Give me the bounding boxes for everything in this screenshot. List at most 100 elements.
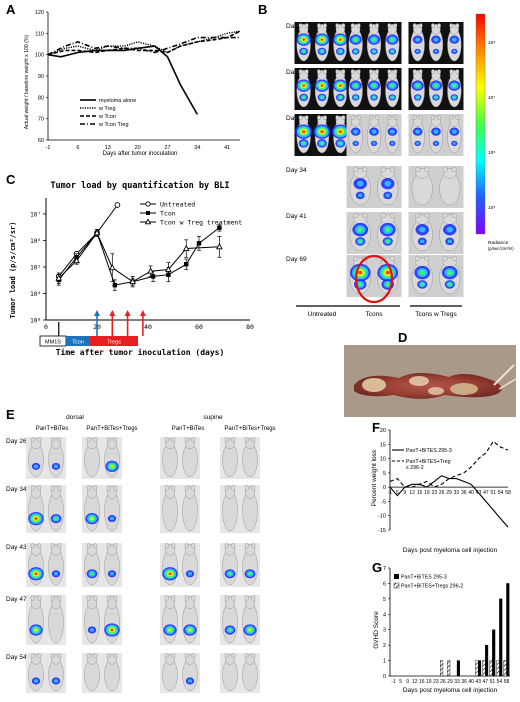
mouse-figure (104, 485, 120, 532)
bli-signal (355, 191, 365, 200)
panel-a-ytick-label: 70 (38, 117, 44, 123)
bli-signal (185, 677, 195, 685)
panel-a-xtick-label: 27 (164, 145, 170, 151)
panel-e-image-tile (102, 653, 122, 693)
panel-c-title: Tumor load by quantification by BLI (50, 180, 229, 191)
mouse-figure (242, 653, 258, 692)
panel-f-xtick-label: 47 (483, 490, 489, 496)
panel-f-ytick-label: 5 (383, 471, 386, 477)
panel-a-legend-label: w Tcon (98, 114, 116, 120)
panel-b-image-tile (346, 166, 402, 208)
mouse-figure (182, 543, 198, 586)
panel-e-image-tile (26, 594, 46, 645)
panel-b-colorbar-tick: 10⁵ (488, 205, 495, 211)
mouse-figure (385, 115, 400, 154)
panel-e-image-tile (46, 485, 66, 533)
panel-c-point (73, 256, 80, 264)
panel-c-point (165, 265, 172, 272)
panel-e-image-tile (26, 543, 46, 587)
panel-e-group-label: PanT+BiTes (36, 426, 69, 432)
bli-signal (449, 35, 460, 44)
panel-g-legend-swatch (393, 582, 400, 589)
panel-b-image-tile (346, 22, 402, 64)
panel-f-ylabel: Percent weight loss (371, 449, 378, 506)
bli-signal (386, 34, 399, 45)
mouse-figure (162, 653, 178, 692)
bli-signal (414, 48, 421, 55)
panel-b-image-tile (408, 22, 464, 64)
mouse-figure (84, 437, 100, 478)
mouse-figure (410, 115, 425, 154)
panel-e-view-label: dorsal (66, 414, 84, 421)
panel-b-image-tile (408, 68, 464, 110)
mouse-figure (366, 115, 382, 154)
panel-g-ytick-label: 0 (383, 674, 386, 680)
panel-c-series-line (58, 227, 220, 286)
bli-signal (298, 139, 309, 148)
panel-a-weight-chart: 60 70 80 90 100 110 120 -1 6 13 20 27 34 41 myeloma al… (24, 10, 241, 157)
panel-g-bar (478, 660, 482, 677)
panel-a-legend-label: w Treg (98, 106, 116, 112)
panel-e-image-tile (180, 543, 200, 587)
bli-signal (105, 460, 119, 473)
bli-signal (382, 237, 393, 246)
panel-e-image-tile (26, 485, 46, 533)
panel-f-legend-label: PanT+BiTES 295-3 (406, 448, 452, 454)
bli-signal (431, 35, 441, 44)
panel-e-day-label: Day 34 (6, 486, 27, 493)
panel-c-series-line (58, 204, 118, 277)
bli-signal (243, 624, 257, 636)
panel-g-bar (440, 660, 444, 677)
panel-f-ytick-label: 20 (380, 428, 386, 434)
panel-b-day-label: Day 34 (286, 167, 307, 174)
bli-signal (412, 35, 423, 44)
panel-a-xtick-label: 13 (105, 145, 111, 151)
panel-c-ytick-label: 10⁷ (30, 211, 41, 218)
mouse-figure (104, 543, 120, 586)
panel-e-image-tile (82, 543, 102, 587)
bli-signal (431, 127, 441, 136)
panel-g-xtick-label: 5 (399, 679, 402, 685)
panel-c-xtick-label: 40 (144, 323, 152, 331)
panel-f-xtick-label: 33 (454, 490, 460, 496)
bli-signal (370, 140, 378, 147)
panel-c-ytick-label: 10⁶ (30, 238, 41, 245)
panel-g-ytick-label: 6 (383, 581, 386, 587)
panel-c-ytick-label: 10⁴ (30, 291, 41, 298)
panel-e-image-tile (240, 653, 260, 693)
panel-f-ytick-label: -5 (381, 499, 386, 505)
bli-signal (50, 514, 62, 524)
bli-signal (441, 265, 458, 280)
bli-signal (350, 127, 361, 136)
panel-c-legend-label: Tcon w Treg treatment (160, 219, 242, 227)
panel-b-highlight-circle (354, 254, 394, 304)
panel-g-bar (482, 660, 486, 677)
panel-g-bar (485, 644, 489, 677)
panel-a-ytick-label: 100 (35, 53, 44, 59)
mouse-figure (182, 437, 198, 478)
panel-e-image-tile (82, 437, 102, 479)
panel-f-xtick-label: 51 (490, 490, 496, 496)
panel-e-image-tile (102, 437, 122, 479)
panel-c-ytick-label: 10⁸ (30, 318, 41, 325)
panel-b-image-tile (408, 166, 464, 208)
panel-a-xtick-label: 6 (76, 145, 79, 151)
panel-c-legend-marker (144, 218, 152, 225)
bli-signal (331, 124, 349, 139)
bli-signal (351, 48, 360, 55)
bli-signal (296, 33, 311, 46)
panel-c-tcon-label: Tcon (72, 340, 84, 346)
mouse-figure (48, 653, 64, 692)
bli-signal (317, 47, 327, 56)
panel-g-bar (506, 583, 510, 677)
panel-b-colorbar-tick: 10⁷ (488, 95, 495, 101)
panel-f-series-line (389, 475, 509, 528)
panel-c-ylabel: Tumor load (p/s/cm²/sr) (9, 222, 17, 319)
bli-signal (183, 624, 197, 636)
panel-a-label: A (6, 2, 16, 17)
panel-g-xtick-label: 58 (504, 679, 510, 685)
panel-b-colorbar-unit: (p/sec/cm²/sr) (488, 246, 514, 251)
panel-f-xtick-label: 12 (409, 490, 415, 496)
